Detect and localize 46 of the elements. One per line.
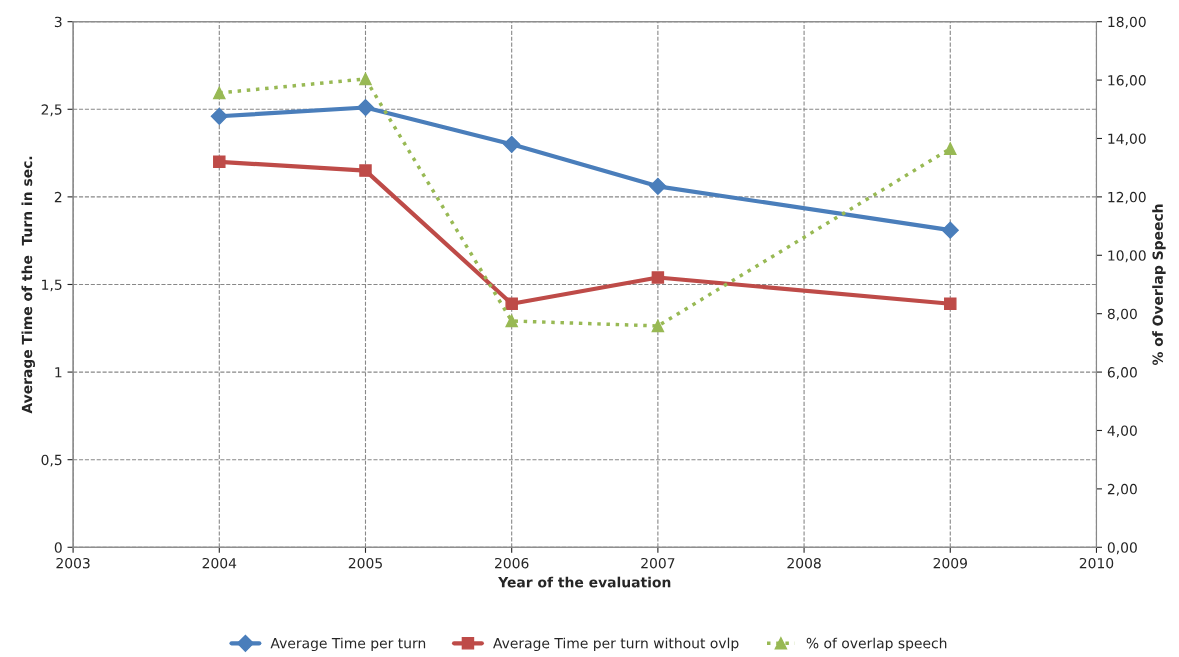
y-tick-label: 1: [55, 367, 62, 378]
y2-tick-label: 6,00: [1107, 367, 1137, 379]
point: [213, 86, 226, 100]
x-tick-label: 2004: [202, 557, 237, 569]
point: [505, 297, 518, 311]
y-tick-label: 2,5: [41, 104, 62, 117]
x-tick-label: 2010: [1079, 557, 1114, 569]
point: [210, 107, 228, 125]
point: [356, 98, 375, 117]
y2-tick-label: 18,00: [1108, 16, 1146, 29]
y-tick-label: 0,5: [41, 454, 62, 467]
point: [944, 297, 957, 311]
y2-tick-label: 2,00: [1107, 483, 1137, 496]
point: [651, 271, 665, 284]
y-tick-label: 1,5: [42, 279, 62, 292]
point: [944, 142, 957, 155]
x-axis-title: Year of the evaluation: [498, 576, 671, 588]
point: [359, 164, 372, 177]
y-tick-label: 0: [54, 542, 62, 553]
point: [651, 319, 665, 333]
x-tick-label: 2003: [56, 557, 90, 569]
y2-tick-label: 0,00: [1107, 542, 1137, 555]
point: [359, 72, 372, 86]
y2-tick-label: 16,00: [1108, 75, 1146, 87]
x-tick-label: 2009: [933, 557, 967, 569]
y2-tick-label: 12,00: [1108, 191, 1146, 204]
y2-tick-label: 8,00: [1107, 308, 1137, 321]
y-axis-title: Average Time of the Turn in sec.: [21, 156, 36, 414]
y2-tick-label: 10,00: [1108, 250, 1146, 263]
legend-label: % of overlap speech: [806, 637, 947, 652]
y2-axis-title: % of Overlap Speech: [1152, 204, 1166, 366]
x-tick-label: 2007: [641, 557, 675, 569]
x-tick-label: 2006: [495, 557, 529, 569]
point: [213, 155, 226, 169]
legend-label: Average Time per turn without ovlp: [493, 637, 739, 652]
point: [941, 221, 959, 239]
y2-tick-label: 14,00: [1108, 133, 1146, 146]
y-tick-label: 3: [54, 16, 62, 28]
point: [505, 314, 518, 328]
x-tick-label: 2005: [348, 557, 382, 569]
legend-label: Average Time per turn: [270, 637, 426, 652]
y-tick-label: 2: [54, 191, 62, 203]
y2-tick-label: 4,00: [1107, 425, 1137, 438]
x-tick-label: 2008: [787, 557, 821, 569]
point: [649, 177, 667, 195]
point: [503, 135, 521, 153]
